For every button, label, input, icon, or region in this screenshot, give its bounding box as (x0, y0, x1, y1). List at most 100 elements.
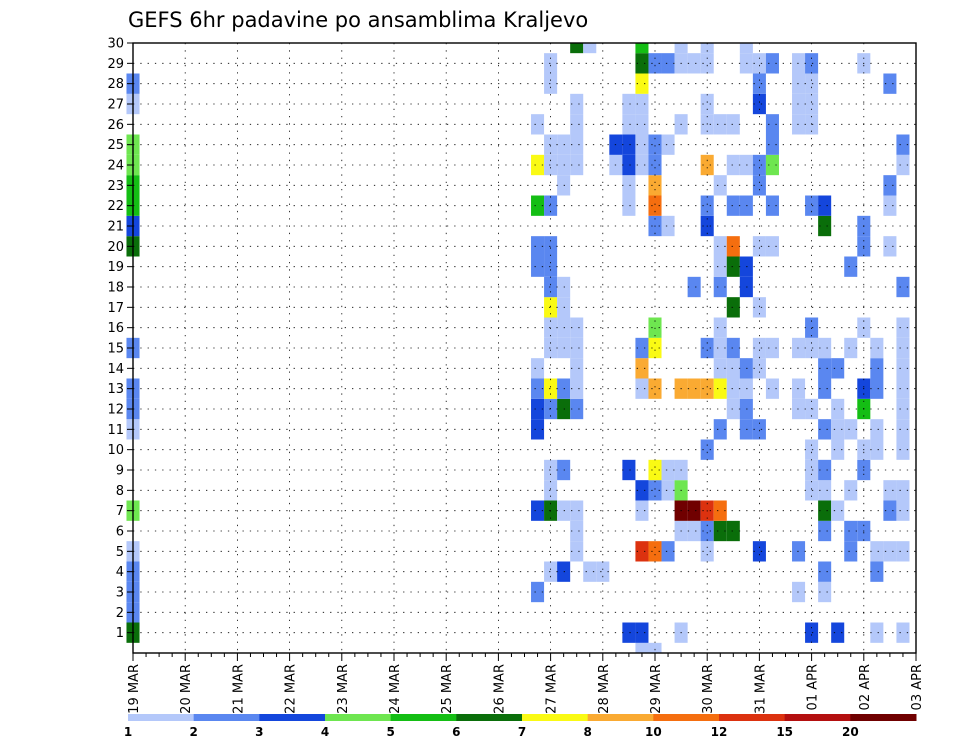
precip-cell (818, 195, 832, 216)
precip-cell (831, 358, 845, 379)
precip-cell (661, 134, 675, 155)
precip-cell (752, 337, 766, 359)
precip-cell (687, 500, 701, 521)
precip-cell (557, 297, 571, 318)
precip-cell (752, 358, 766, 379)
x-tick-label: 03 APR (910, 664, 925, 710)
precip-cell (570, 134, 584, 155)
cells-layer (126, 43, 910, 653)
precip-cell (557, 154, 571, 176)
precip-cell (700, 93, 714, 115)
precip-cell (648, 53, 662, 74)
precip-cell (805, 317, 819, 338)
x-tick-label: 29 MAR (649, 664, 664, 714)
precip-cell (818, 480, 832, 501)
precip-cell (674, 43, 688, 54)
y-tick-label: 26 (107, 118, 124, 133)
colorbar-label: 6 (452, 725, 460, 739)
precip-cell (622, 114, 636, 135)
precip-cell (870, 622, 884, 643)
precip-cell (648, 317, 662, 338)
precip-cell (531, 114, 545, 135)
precip-cell (883, 73, 897, 94)
precip-cell (870, 358, 884, 379)
precip-cell (531, 378, 545, 399)
precip-cell (570, 114, 584, 135)
precip-cell (661, 215, 675, 237)
precip-cell (726, 236, 740, 257)
precip-cell (713, 236, 727, 257)
y-tick-label: 20 (107, 240, 124, 255)
precip-cell (713, 317, 727, 338)
precip-cell (544, 134, 558, 155)
precip-cell (896, 398, 910, 420)
precip-cell (805, 73, 819, 94)
precip-cell (635, 337, 649, 359)
precip-cell (531, 419, 545, 440)
precip-cell (896, 500, 910, 521)
precip-cell (870, 561, 884, 582)
x-tick-label: 31 MAR (753, 664, 768, 714)
precip-cell (726, 337, 740, 359)
precip-cell (896, 337, 910, 359)
precip-cell (831, 500, 845, 521)
precip-cell (805, 622, 819, 643)
precip-cell (883, 480, 897, 501)
colorbar-label: 1 (124, 725, 132, 739)
precip-cell (648, 480, 662, 501)
precip-cell (765, 195, 779, 216)
precip-cell (557, 276, 571, 298)
precip-cell (531, 398, 545, 420)
y-tick-label: 24 (107, 159, 124, 174)
colorbar-swatch (587, 714, 654, 721)
precip-cell (700, 53, 714, 74)
y-tick-label: 2 (116, 606, 124, 621)
precip-cell (635, 480, 649, 501)
precip-cell (752, 419, 766, 440)
precip-cell (896, 154, 910, 176)
precip-cell (570, 93, 584, 115)
precip-cell (831, 622, 845, 643)
precip-cell (726, 297, 740, 318)
colorbar-swatch (259, 714, 326, 721)
precip-cell (635, 93, 649, 115)
colorbar-label: 4 (321, 725, 329, 739)
precip-cell (831, 398, 845, 420)
precip-cell (687, 276, 701, 298)
precip-cell (896, 480, 910, 501)
colorbar-label: 10 (645, 725, 662, 739)
precip-cell (896, 276, 910, 298)
precip-cell (726, 378, 740, 399)
precip-cell (622, 93, 636, 115)
precip-cell (726, 398, 740, 420)
y-tick-label: 30 (107, 37, 124, 52)
precip-cell (648, 459, 662, 481)
precip-cell (870, 439, 884, 460)
precip-cell (713, 520, 727, 542)
precip-cell (870, 378, 884, 399)
precip-cell (700, 195, 714, 216)
precip-cell (765, 236, 779, 257)
precip-cell (726, 114, 740, 135)
x-tick-label: 25 MAR (440, 664, 455, 714)
precip-cell (544, 236, 558, 257)
precip-cell (648, 134, 662, 155)
precip-cell (635, 43, 649, 54)
precip-cell (726, 256, 740, 277)
colorbar-swatch (456, 714, 523, 721)
precip-cell (648, 378, 662, 399)
precip-cell (844, 480, 858, 501)
y-tick-label: 17 (107, 301, 124, 316)
y-tick-label: 9 (116, 464, 124, 479)
precip-cell (557, 317, 571, 338)
y-tick-label: 1 (116, 626, 124, 641)
precip-cell (661, 53, 675, 74)
precip-cell (818, 459, 832, 481)
y-tick-label: 12 (107, 403, 124, 418)
precip-cell (752, 93, 766, 115)
precip-cell (713, 276, 727, 298)
precip-cell (765, 337, 779, 359)
precip-cell (557, 134, 571, 155)
precip-cell (831, 419, 845, 440)
